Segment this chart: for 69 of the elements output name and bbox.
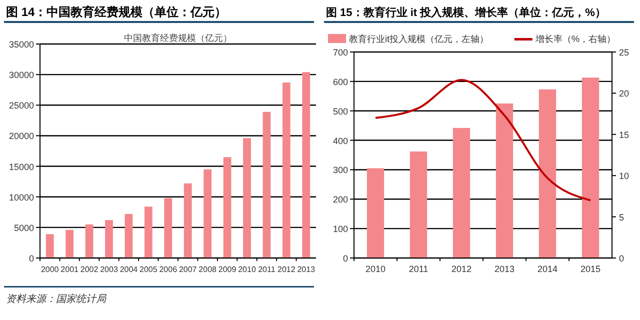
x-tick-label: 2014 [537,264,558,274]
bar [144,206,152,258]
x-tick-label: 2010 [238,265,256,274]
bar [582,78,600,258]
y-tick-label: 100 [332,224,348,234]
bar [105,220,113,258]
x-tick-label: 2012 [278,265,296,274]
bar [496,104,514,258]
y-tick-label: 700 [332,48,348,58]
line-series [374,79,592,202]
x-tick-label: 2004 [120,265,138,274]
y-tick-label: 25000 [8,100,34,111]
x-tick-label: 2003 [100,265,118,274]
bar [282,82,290,258]
x-tick-label: 2015 [580,264,601,274]
y-tick-label: 20000 [8,131,34,142]
x-tick-label: 2011 [408,264,428,274]
y-tick-label: 30000 [8,70,34,80]
bar [85,224,94,258]
chart-subtitle: 中国教育经费规模（亿元） [124,33,232,43]
bar [452,128,470,258]
bar [243,138,251,258]
y-tick-label: 15000 [8,162,34,172]
bar [302,72,310,258]
bar [223,157,232,258]
text: 资料来源：国家统计局 [6,293,107,305]
y2-tick-label: 15 [619,130,630,140]
x-tick-label: 2005 [140,265,158,274]
legend-label: 教育行业it投入规模（亿元，左轴） [349,34,489,44]
y-tick-label: 500 [332,106,348,116]
x-tick-label: 2001 [60,265,80,274]
x-tick-label: 2011 [258,265,276,274]
x-tick-label: 2009 [218,265,237,274]
x-tick-label: 2013 [494,264,515,274]
bar [410,151,428,258]
y-tick-label: 300 [332,165,348,176]
y2-tick-label: 20 [619,88,630,99]
x-tick-label: 2002 [80,265,99,274]
y-tick-label: 400 [332,136,348,146]
bar [46,234,54,258]
y-tick-label: 0 [342,254,348,264]
x-tick-label: 2000 [40,265,60,274]
x-tick-label: 2008 [198,265,218,274]
y2-tick-label: 0 [619,254,624,264]
legend-label: 增长率（%，右轴） [534,34,616,44]
bar [262,112,271,258]
y-tick-label: 5000 [14,222,34,233]
y-tick-label: 35000 [8,40,34,50]
y-tick-label: 200 [332,194,348,205]
bar [366,168,384,258]
bar [538,89,556,258]
chart-title: 图 15：教育行业 it 投入规模、增长率（单位：亿元，%） [326,6,606,19]
x-tick-label: 2012 [451,264,472,274]
chart-title: 图 14：中国教育经费规模（单位：亿元） [6,5,227,19]
x-tick-label: 2010 [365,264,386,274]
bar [204,169,212,258]
bar [184,183,192,258]
x-tick-label: 2007 [178,265,198,274]
y2-tick-label: 25 [619,48,630,58]
y-tick-label: 10000 [8,192,34,202]
y-tick-label: 600 [332,76,348,87]
x-tick-label: 2006 [159,265,178,274]
x-tick-label: 2013 [297,265,316,274]
y2-tick-label: 10 [619,171,630,182]
bar [66,230,74,258]
y2-tick-label: 5 [619,212,624,222]
y-tick-label: 0 [28,254,34,264]
bar [164,198,172,258]
bar [124,214,133,258]
